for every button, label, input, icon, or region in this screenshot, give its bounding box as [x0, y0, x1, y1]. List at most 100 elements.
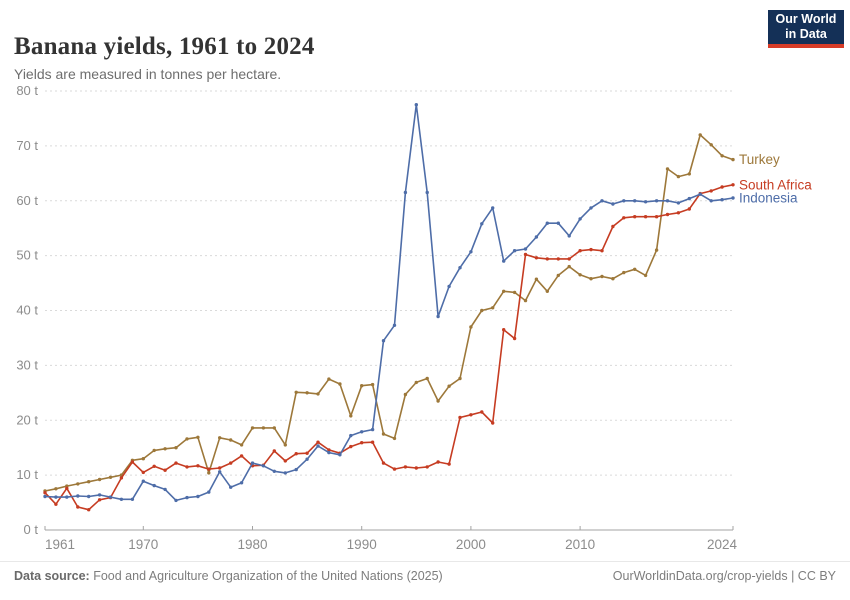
- data-point: [523, 298, 528, 303]
- data-point: [261, 426, 266, 430]
- data-point: [447, 462, 451, 466]
- data-point: [556, 273, 560, 278]
- data-point: [622, 270, 626, 275]
- data-point: [370, 440, 375, 444]
- data-point: [360, 441, 364, 445]
- series-line-turkey: [44, 134, 734, 492]
- data-point: [141, 470, 145, 475]
- data-point: [654, 199, 659, 203]
- data-point: [316, 392, 320, 396]
- data-point: [229, 485, 233, 489]
- data-point: [643, 200, 648, 204]
- data-point: [207, 471, 211, 475]
- data-point: [447, 384, 451, 388]
- data-point: [229, 461, 233, 465]
- data-point: [502, 259, 506, 263]
- data-point: [370, 382, 375, 387]
- data-point: [163, 447, 167, 451]
- y-axis-tick-label: 0 t: [24, 522, 39, 537]
- data-point: [174, 446, 178, 450]
- data-source-text: Food and Agriculture Organization of the…: [89, 569, 443, 583]
- data-point: [76, 482, 80, 486]
- data-point: [229, 438, 233, 442]
- data-point: [502, 289, 506, 293]
- data-point: [458, 376, 462, 381]
- data-point: [425, 376, 429, 381]
- data-point: [174, 461, 178, 465]
- data-point: [589, 206, 593, 210]
- x-axis-tick-label: 1990: [347, 537, 377, 552]
- data-point: [720, 198, 724, 202]
- data-point: [622, 216, 626, 220]
- y-axis-tick-label: 80 t: [16, 83, 38, 98]
- data-point: [425, 190, 429, 195]
- data-point: [523, 252, 528, 257]
- series-line-south-africa: [44, 184, 734, 511]
- series-label-turkey[interactable]: Turkey: [739, 152, 780, 167]
- owid-logo[interactable]: Our World in Data: [768, 10, 844, 48]
- data-point: [611, 202, 615, 206]
- data-point: [665, 212, 670, 217]
- data-point: [97, 477, 102, 482]
- data-point: [447, 284, 451, 289]
- data-point: [403, 190, 408, 195]
- data-point: [381, 432, 386, 436]
- data-point: [709, 189, 713, 193]
- data-point: [643, 215, 648, 219]
- data-point: [709, 143, 713, 147]
- data-point: [119, 476, 124, 480]
- data-point: [392, 436, 397, 441]
- data-source-label: Data source:: [14, 569, 90, 583]
- data-point: [65, 486, 69, 490]
- data-point: [43, 491, 47, 495]
- y-axis-tick-label: 20 t: [16, 412, 38, 427]
- x-axis-tick-label: 1961: [45, 537, 75, 552]
- data-point: [600, 199, 604, 203]
- data-point: [578, 249, 582, 253]
- data-point: [316, 444, 320, 448]
- data-point: [589, 277, 593, 281]
- data-point: [272, 426, 276, 430]
- data-point: [294, 452, 298, 456]
- data-point: [469, 250, 473, 254]
- data-point: [654, 248, 659, 252]
- data-point: [611, 224, 615, 229]
- data-point: [480, 308, 484, 313]
- data-point: [643, 273, 648, 278]
- data-point: [381, 339, 386, 343]
- data-point: [589, 247, 593, 252]
- page-title: Banana yields, 1961 to 2024: [14, 32, 315, 60]
- data-point: [534, 235, 539, 239]
- data-point: [43, 494, 47, 499]
- data-point: [458, 415, 462, 420]
- data-point: [196, 435, 200, 439]
- data-point: [327, 448, 331, 452]
- data-point: [250, 426, 255, 430]
- y-axis-tick-label: 30 t: [16, 357, 38, 372]
- y-axis-tick-label: 50 t: [16, 248, 38, 263]
- data-point: [414, 380, 418, 385]
- series-label-indonesia[interactable]: Indonesia: [739, 191, 798, 206]
- data-point: [327, 450, 331, 455]
- data-point: [185, 465, 189, 469]
- data-point: [185, 437, 189, 441]
- credit-link[interactable]: OurWorldinData.org/crop-yields | CC BY: [612, 569, 836, 583]
- data-point: [108, 495, 113, 499]
- data-point: [676, 211, 681, 215]
- data-point: [469, 413, 473, 417]
- data-point: [87, 508, 91, 512]
- data-point: [567, 257, 571, 261]
- series-label-south-africa[interactable]: South Africa: [739, 177, 812, 192]
- data-point: [239, 443, 244, 447]
- data-point: [491, 306, 495, 310]
- series-south-africa: South Africa: [43, 177, 812, 512]
- data-point: [414, 103, 418, 107]
- series-turkey: Turkey: [43, 133, 780, 493]
- data-point: [622, 199, 626, 203]
- y-axis-tick-label: 10 t: [16, 467, 38, 482]
- data-point: [556, 221, 560, 225]
- data-point: [141, 479, 145, 483]
- data-point: [534, 277, 539, 281]
- data-point: [196, 494, 200, 499]
